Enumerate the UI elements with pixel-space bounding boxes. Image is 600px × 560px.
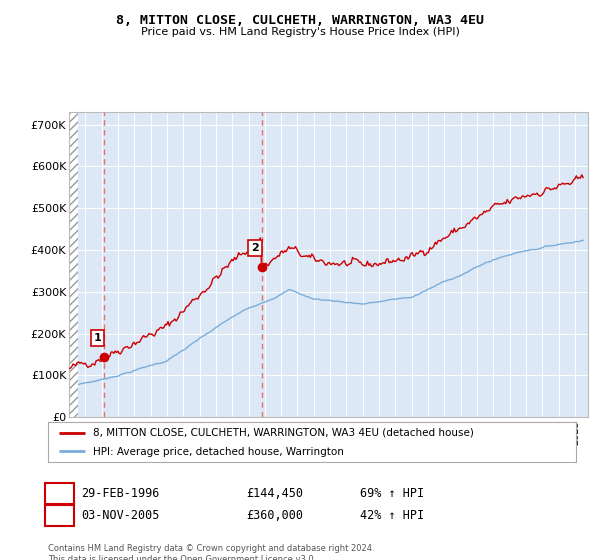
Text: Contains HM Land Registry data © Crown copyright and database right 2024.
This d: Contains HM Land Registry data © Crown c…	[48, 544, 374, 560]
Text: £360,000: £360,000	[246, 509, 303, 522]
Bar	[69, 112, 78, 417]
Text: 42% ↑ HPI: 42% ↑ HPI	[360, 509, 424, 522]
Text: 2: 2	[55, 509, 64, 522]
Text: 29-FEB-1996: 29-FEB-1996	[81, 487, 160, 500]
Text: Price paid vs. HM Land Registry's House Price Index (HPI): Price paid vs. HM Land Registry's House …	[140, 27, 460, 37]
Text: 2: 2	[251, 243, 259, 253]
Text: 69% ↑ HPI: 69% ↑ HPI	[360, 487, 424, 500]
Text: 1: 1	[55, 487, 64, 500]
Text: 1: 1	[94, 333, 101, 343]
Text: 03-NOV-2005: 03-NOV-2005	[81, 509, 160, 522]
Text: 8, MITTON CLOSE, CULCHETH, WARRINGTON, WA3 4EU (detached house): 8, MITTON CLOSE, CULCHETH, WARRINGTON, W…	[93, 428, 474, 438]
Text: 8, MITTON CLOSE, CULCHETH, WARRINGTON, WA3 4EU: 8, MITTON CLOSE, CULCHETH, WARRINGTON, W…	[116, 14, 484, 27]
Text: £144,450: £144,450	[246, 487, 303, 500]
Text: HPI: Average price, detached house, Warrington: HPI: Average price, detached house, Warr…	[93, 446, 344, 456]
